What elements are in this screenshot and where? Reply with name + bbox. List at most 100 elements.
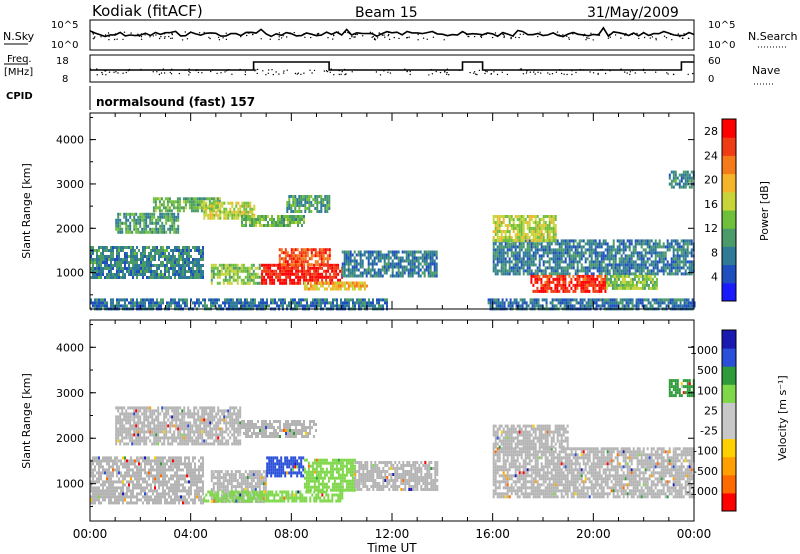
heatmap-cell — [592, 272, 595, 276]
heatmap-cell — [496, 251, 499, 255]
heatmap-cell — [326, 204, 329, 207]
heatmap-cell — [208, 298, 210, 302]
nave-point — [294, 72, 297, 75]
heatmap-cell — [580, 289, 583, 293]
heatmap-cell — [200, 276, 202, 279]
heatmap-cell — [686, 272, 689, 276]
heatmap-cell — [498, 254, 501, 258]
heatmap-cell — [546, 245, 549, 249]
heatmap-cell — [152, 200, 155, 204]
heatmap-cell — [660, 266, 663, 270]
heatmap-cell — [670, 272, 673, 276]
heatmap-cell — [559, 301, 562, 305]
heatmap-cell — [496, 221, 499, 224]
noise-search-point — [432, 36, 435, 38]
heatmap-cell — [299, 275, 302, 279]
heatmap-cell — [494, 248, 497, 252]
heatmap-cell — [522, 257, 525, 261]
heatmap-cell — [258, 304, 260, 308]
heatmap-cell — [600, 242, 603, 246]
heatmap-cell — [347, 271, 350, 275]
heatmap-cell — [150, 273, 152, 276]
heatmap-cell — [198, 298, 200, 302]
heatmap-cell — [261, 278, 264, 282]
heatmap-cell — [399, 271, 402, 275]
colorbar-tick-label: 8 — [711, 246, 718, 259]
heatmap-cell — [306, 248, 309, 252]
heatmap-cell — [291, 278, 294, 282]
heatmap-cell — [228, 301, 230, 305]
heatmap-cell — [205, 213, 208, 217]
heatmap-cell — [427, 274, 430, 278]
heatmap-cell — [250, 272, 253, 276]
heatmap-cell — [608, 263, 611, 267]
heatmap-cell — [528, 218, 531, 221]
heatmap-cell — [216, 272, 219, 276]
heatmap-cell — [514, 260, 517, 264]
heatmap-cell — [508, 221, 511, 224]
heatmap-cell — [690, 260, 693, 264]
nave-label: Nave — [752, 64, 780, 77]
heatmap-cell — [568, 257, 571, 261]
heatmap-cell — [184, 203, 187, 207]
heatmap-cell — [207, 204, 210, 208]
noise-search-point — [683, 33, 685, 35]
nave-point — [624, 71, 626, 73]
heatmap-cell — [587, 304, 590, 308]
heatmap-cell — [192, 301, 194, 305]
heatmap-cell — [369, 256, 372, 260]
heatmap-cell — [624, 245, 627, 249]
heatmap-cell — [596, 274, 599, 278]
heatmap-cell — [589, 301, 592, 305]
heatmap-cell — [387, 259, 390, 263]
heatmap-cell — [621, 274, 624, 278]
heatmap-cell — [530, 257, 533, 261]
heatmap-cell — [670, 269, 673, 273]
heatmap-cell — [160, 249, 162, 252]
heatmap-cell — [534, 263, 537, 267]
heatmap-cell — [176, 264, 178, 267]
heatmap-cell — [289, 281, 292, 285]
heatmap-cell — [591, 304, 594, 308]
heatmap-cell — [192, 200, 195, 204]
heatmap-cell — [582, 286, 585, 290]
heatmap-cell — [212, 197, 215, 201]
heatmap-cell — [679, 304, 682, 308]
heatmap-cell — [563, 301, 566, 305]
noise-search-point — [519, 33, 521, 35]
heatmap-cell — [570, 263, 573, 267]
heatmap-cell — [136, 255, 138, 258]
heatmap-cell — [148, 276, 150, 279]
heatmap-cell — [656, 245, 659, 249]
heatmap-cell — [668, 176, 671, 180]
heatmap-cell — [96, 261, 98, 264]
heatmap-cell — [544, 239, 547, 242]
heatmap-cell — [375, 250, 378, 254]
velocity-data-layer — [90, 379, 695, 505]
heatmap-cell — [213, 216, 216, 220]
heatmap-cell — [272, 298, 274, 302]
heatmap-cell — [290, 210, 293, 213]
noise-search-point — [378, 32, 381, 34]
heatmap-cell — [318, 263, 321, 267]
heatmap-cell — [160, 246, 162, 249]
noise-search-point — [636, 32, 638, 35]
heatmap-cell — [532, 227, 535, 230]
heatmap-cell — [510, 266, 513, 270]
heatmap-cell — [651, 304, 654, 308]
heatmap-cell — [336, 304, 338, 308]
heatmap-cell — [407, 262, 410, 266]
heatmap-cell — [290, 260, 293, 264]
heatmap-cell — [582, 283, 585, 287]
heatmap-cell — [636, 269, 639, 273]
heatmap-cell — [130, 249, 132, 252]
heatmap-cell — [275, 272, 278, 276]
noise-search-point — [609, 36, 611, 38]
heatmap-cell — [269, 218, 271, 221]
heatmap-cell — [132, 273, 134, 276]
heatmap-cell — [546, 274, 549, 278]
heatmap-cell — [594, 257, 597, 261]
heatmap-cell — [115, 227, 118, 231]
heatmap-cell — [292, 301, 294, 305]
